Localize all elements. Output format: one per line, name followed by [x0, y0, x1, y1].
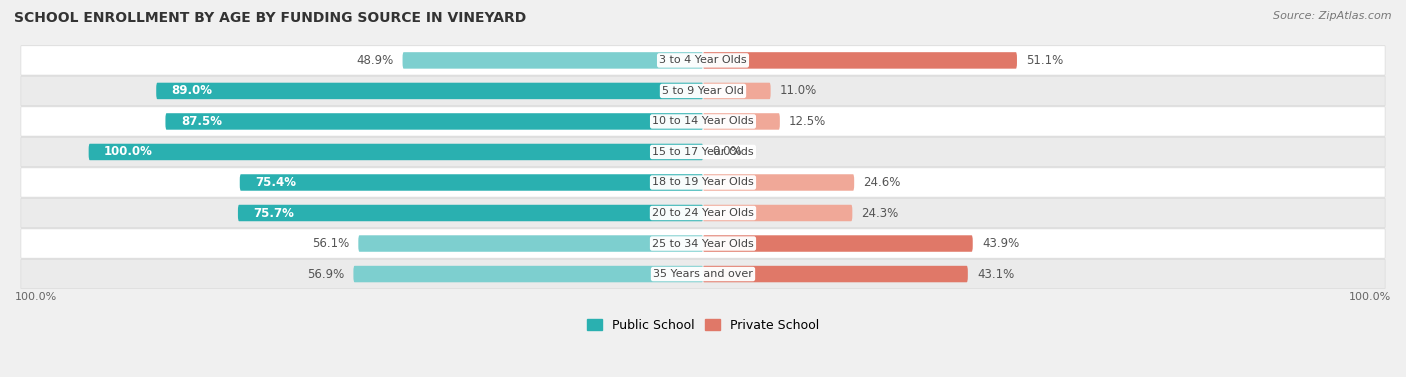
FancyBboxPatch shape: [21, 106, 1385, 137]
FancyBboxPatch shape: [353, 266, 703, 282]
FancyBboxPatch shape: [703, 113, 780, 130]
FancyBboxPatch shape: [402, 52, 703, 69]
Text: 56.1%: 56.1%: [312, 237, 349, 250]
FancyBboxPatch shape: [166, 113, 703, 130]
Text: 100.0%: 100.0%: [104, 146, 153, 158]
Text: 10 to 14 Year Olds: 10 to 14 Year Olds: [652, 116, 754, 126]
FancyBboxPatch shape: [359, 235, 703, 252]
FancyBboxPatch shape: [703, 235, 973, 252]
FancyBboxPatch shape: [89, 144, 703, 160]
FancyBboxPatch shape: [21, 137, 1385, 167]
FancyBboxPatch shape: [240, 174, 703, 191]
FancyBboxPatch shape: [21, 198, 1385, 228]
FancyBboxPatch shape: [703, 83, 770, 99]
Text: 56.9%: 56.9%: [307, 268, 344, 280]
Text: 12.5%: 12.5%: [789, 115, 827, 128]
Text: 43.9%: 43.9%: [981, 237, 1019, 250]
Text: 43.1%: 43.1%: [977, 268, 1014, 280]
Text: 75.4%: 75.4%: [254, 176, 297, 189]
FancyBboxPatch shape: [21, 167, 1385, 198]
FancyBboxPatch shape: [21, 46, 1385, 75]
Text: 25 to 34 Year Olds: 25 to 34 Year Olds: [652, 239, 754, 248]
FancyBboxPatch shape: [21, 259, 1385, 289]
FancyBboxPatch shape: [21, 107, 1385, 136]
Text: 75.7%: 75.7%: [253, 207, 294, 219]
FancyBboxPatch shape: [703, 205, 852, 221]
FancyBboxPatch shape: [21, 137, 1385, 167]
Text: SCHOOL ENROLLMENT BY AGE BY FUNDING SOURCE IN VINEYARD: SCHOOL ENROLLMENT BY AGE BY FUNDING SOUR…: [14, 11, 526, 25]
Text: 48.9%: 48.9%: [356, 54, 394, 67]
FancyBboxPatch shape: [21, 259, 1385, 289]
FancyBboxPatch shape: [238, 205, 703, 221]
FancyBboxPatch shape: [703, 52, 1017, 69]
FancyBboxPatch shape: [21, 45, 1385, 76]
Text: 0.0%: 0.0%: [713, 146, 742, 158]
Text: 87.5%: 87.5%: [181, 115, 222, 128]
FancyBboxPatch shape: [21, 76, 1385, 106]
Text: 5 to 9 Year Old: 5 to 9 Year Old: [662, 86, 744, 96]
Text: Source: ZipAtlas.com: Source: ZipAtlas.com: [1274, 11, 1392, 21]
Text: 3 to 4 Year Olds: 3 to 4 Year Olds: [659, 55, 747, 66]
Text: 11.0%: 11.0%: [780, 84, 817, 97]
Text: 20 to 24 Year Olds: 20 to 24 Year Olds: [652, 208, 754, 218]
Legend: Public School, Private School: Public School, Private School: [582, 314, 824, 337]
Text: 100.0%: 100.0%: [1348, 292, 1391, 302]
Text: 51.1%: 51.1%: [1026, 54, 1063, 67]
FancyBboxPatch shape: [21, 168, 1385, 197]
Text: 35 Years and over: 35 Years and over: [652, 269, 754, 279]
FancyBboxPatch shape: [21, 229, 1385, 258]
Text: 24.3%: 24.3%: [862, 207, 898, 219]
Text: 100.0%: 100.0%: [15, 292, 58, 302]
FancyBboxPatch shape: [703, 266, 967, 282]
FancyBboxPatch shape: [156, 83, 703, 99]
FancyBboxPatch shape: [703, 174, 855, 191]
Text: 15 to 17 Year Olds: 15 to 17 Year Olds: [652, 147, 754, 157]
FancyBboxPatch shape: [21, 228, 1385, 259]
Text: 24.6%: 24.6%: [863, 176, 901, 189]
FancyBboxPatch shape: [21, 198, 1385, 228]
FancyBboxPatch shape: [21, 76, 1385, 106]
Text: 89.0%: 89.0%: [172, 84, 212, 97]
Text: 18 to 19 Year Olds: 18 to 19 Year Olds: [652, 178, 754, 187]
